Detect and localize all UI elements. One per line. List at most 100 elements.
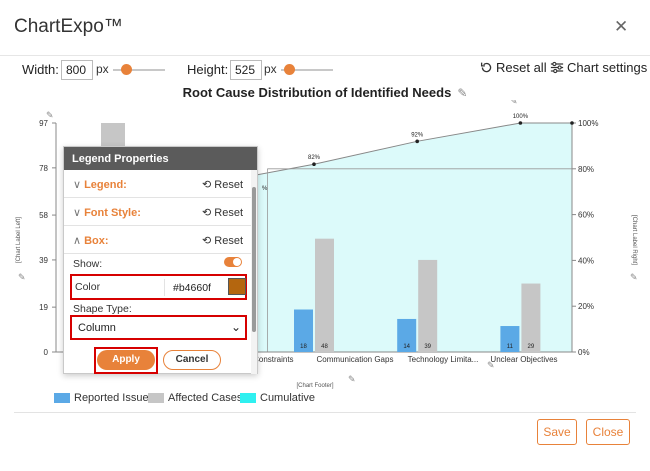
y-left-tick-label: 19 (39, 303, 48, 312)
close-icon[interactable]: ✕ (614, 17, 629, 36)
chart-title: Root Cause Distribution of Identified Ne… (0, 85, 650, 100)
reset-all-label: Reset all (496, 60, 547, 75)
footer-divider (14, 412, 636, 413)
y-right-tick-label: 60% (578, 211, 594, 220)
bar-label-blue: 18 (300, 344, 307, 350)
section-font-style[interactable]: ∨ Font Style: ⟲ Reset (64, 198, 251, 226)
y-right-tick-label: 40% (578, 256, 594, 265)
color-hex-input[interactable]: #b4660f (164, 279, 218, 296)
bar-label-blue: 11 (507, 344, 514, 350)
y-right-tick-label: 0% (578, 348, 590, 357)
show-label: Show: (73, 258, 103, 270)
section-legend-title: ∨ Legend: (73, 178, 127, 191)
x-category-label: Unclear Objectives (490, 355, 557, 364)
app-title: ChartExpo™ (14, 16, 123, 37)
reset-icon (480, 62, 492, 73)
y-right-tick-label: 80% (578, 165, 594, 174)
height-slider[interactable] (281, 69, 333, 71)
cumulative-point (312, 162, 316, 167)
x-category-label: ce Constraints (242, 355, 293, 364)
legend-item-cumulative[interactable]: Cumulative (240, 392, 315, 404)
cumulative-point (518, 121, 523, 125)
reset-label: Reset (214, 207, 244, 219)
legend-item-reported[interactable]: Reported Issues (54, 392, 154, 404)
cumulative-label: 82% (308, 155, 321, 161)
chart-settings-label: Chart settings (567, 60, 648, 75)
legend-swatch-cyan (240, 393, 256, 403)
show-toggle[interactable] (224, 257, 242, 267)
bar-reported-issues (294, 309, 313, 352)
x-category-label: Communication Gaps (317, 355, 394, 364)
chevron-down-icon: ⌄ (231, 320, 242, 334)
bar-reported-issues (500, 326, 520, 352)
reset-label: Reset (214, 179, 244, 191)
cancel-button[interactable]: Cancel (163, 350, 221, 370)
cumulative-label: 100% (513, 114, 529, 120)
section-legend[interactable]: ∨ Legend: ⟲ Reset (64, 170, 251, 198)
bar-label-gray: 39 (424, 344, 431, 350)
panel-scrollbar-thumb[interactable] (252, 187, 256, 332)
legend-label: Cumulative (260, 392, 316, 404)
chevron-down-icon: ∨ (73, 207, 82, 219)
width-slider-knob[interactable] (121, 64, 132, 75)
section-box-title: ∧ Box: (73, 234, 109, 247)
shape-type-select[interactable]: Column ⌄ (70, 315, 247, 340)
bar-affected-cases (521, 283, 541, 352)
cumulative-area (190, 123, 573, 352)
bar-affected-cases (418, 259, 438, 352)
color-field[interactable]: Color #b4660f (70, 274, 247, 300)
edit-pencil-icon: ✎ (46, 110, 54, 120)
section-label: Font Style: (84, 207, 141, 219)
chart-settings-button[interactable]: Chart settings (550, 60, 647, 75)
reset-all-button[interactable]: Reset all (480, 60, 547, 75)
edit-pencil-icon: ✎ (348, 374, 356, 384)
reset-label: Reset (214, 235, 244, 247)
legend-label: Reported Issues (74, 392, 155, 404)
legend-swatch-blue (54, 393, 70, 403)
width-slider[interactable] (113, 69, 165, 71)
width-input[interactable]: 800 (61, 60, 93, 80)
color-swatch[interactable] (228, 278, 246, 295)
width-label: Width: (22, 62, 59, 77)
shape-type-label: Shape Type: (73, 303, 132, 315)
section-box[interactable]: ∧ Box: ⟲ Reset (64, 226, 251, 254)
legend-reset-button[interactable]: ⟲ Reset (202, 179, 244, 191)
x-category-label: Technology Limita... (408, 355, 479, 364)
edit-title-pencil-icon[interactable]: ✎ (457, 86, 468, 100)
save-button[interactable]: Save (537, 419, 577, 445)
edit-pencil-icon: ✎ (510, 100, 518, 106)
cumulative-label: % (262, 186, 268, 192)
title-bar (0, 0, 650, 56)
legend-item-affected[interactable]: Affected Cases (148, 392, 242, 404)
legend-properties-panel: Legend Properties ∨ Legend: ⟲ Reset ∨ Font… (63, 146, 258, 374)
sliders-icon (550, 61, 564, 74)
y-left-tick-label: 58 (39, 211, 48, 220)
y-left-tick-label: 39 (39, 256, 48, 265)
y-left-tick-label: 97 (39, 119, 48, 128)
height-slider-knob[interactable] (284, 64, 295, 75)
edit-pencil-icon: ✎ (18, 272, 26, 282)
bar-label-gray: 48 (321, 344, 328, 350)
cumulative-label: 92% (411, 132, 424, 138)
y-right-tick-label: 100% (578, 119, 598, 128)
cumulative-point (415, 139, 420, 144)
y-left-tick-label: 78 (39, 164, 48, 173)
y-right-tick-label: 20% (578, 302, 594, 311)
chevron-down-icon: ∨ (73, 179, 82, 191)
bar-label-blue: 14 (403, 344, 410, 350)
bar-affected-cases (315, 238, 334, 352)
color-label: Color (75, 281, 101, 293)
apply-button[interactable]: Apply (97, 350, 155, 370)
width-unit: px (96, 62, 109, 76)
chevron-up-icon: ∧ (73, 235, 82, 247)
legend-swatch-gray (148, 393, 164, 403)
apply-highlight (94, 347, 158, 374)
box-reset-button[interactable]: ⟲ Reset (202, 235, 244, 247)
font-style-reset-button[interactable]: ⟲ Reset (202, 207, 244, 219)
height-label: Height: (187, 62, 229, 77)
height-input[interactable]: 525 (230, 60, 262, 80)
shape-type-value: Column (78, 322, 116, 334)
cumulative-point (570, 121, 574, 125)
edit-pencil-icon: ✎ (630, 272, 638, 282)
close-button[interactable]: Close (586, 419, 630, 445)
